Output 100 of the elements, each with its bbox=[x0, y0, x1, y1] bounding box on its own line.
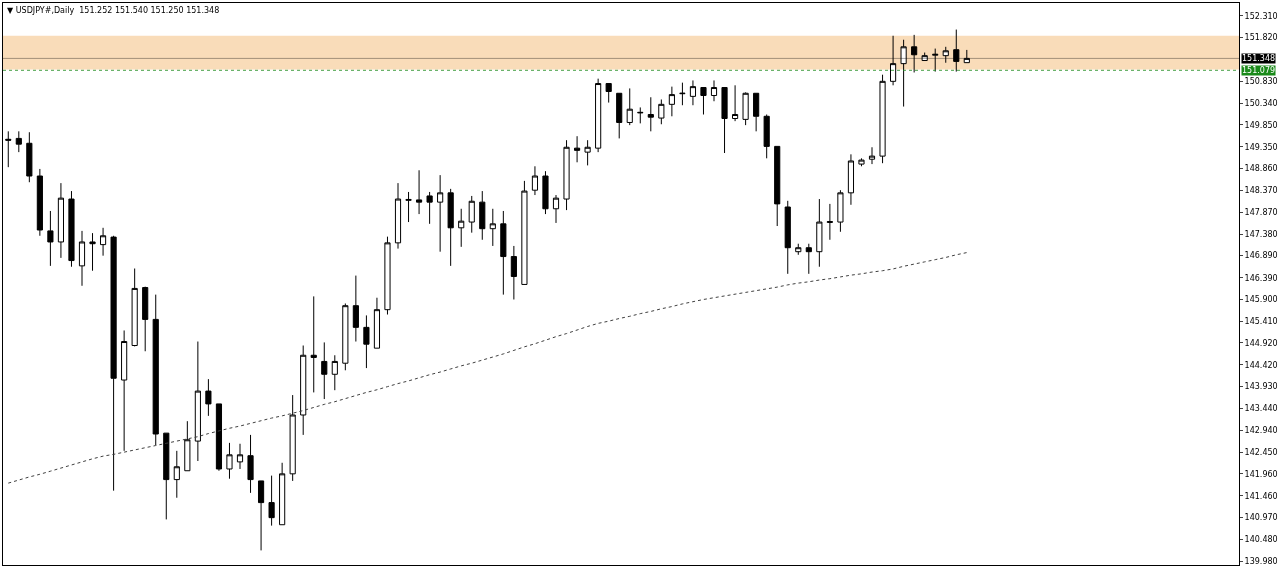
y-tick-label: 146.390 bbox=[1244, 273, 1278, 283]
candlestick bbox=[921, 52, 928, 62]
candlestick bbox=[131, 268, 138, 347]
chart-title: ▼ USDJPY#,Daily 151.252 151.540 151.250 151.348 bbox=[7, 6, 220, 15]
candlestick bbox=[890, 35, 897, 86]
candlestick bbox=[573, 135, 581, 163]
candlestick bbox=[152, 294, 159, 446]
candlestick bbox=[415, 169, 423, 215]
y-tick-label: 140.480 bbox=[1244, 535, 1278, 545]
candlestick bbox=[352, 275, 359, 343]
y-tick-label: 150.340 bbox=[1244, 98, 1278, 108]
candlestick bbox=[300, 345, 307, 436]
candlestick bbox=[468, 195, 475, 234]
y-tick-label: 149.350 bbox=[1244, 142, 1278, 152]
candlestick bbox=[394, 182, 402, 250]
candlestick bbox=[247, 434, 254, 494]
y-tick-label: 141.460 bbox=[1244, 491, 1278, 501]
candlestick bbox=[184, 420, 191, 472]
candlestick bbox=[489, 208, 496, 247]
candlestick bbox=[605, 83, 612, 104]
candlestick bbox=[331, 354, 338, 391]
candlestick bbox=[510, 245, 517, 300]
candlestick bbox=[89, 232, 96, 272]
candlestick bbox=[805, 243, 812, 275]
candlestick bbox=[595, 78, 602, 153]
ref-line-label: 151.079 bbox=[1242, 66, 1276, 75]
candlestick bbox=[584, 139, 591, 166]
candlestick bbox=[700, 87, 707, 116]
ref-line-label: 151.348 bbox=[1242, 54, 1276, 63]
candlestick bbox=[837, 189, 844, 233]
candlestick bbox=[373, 297, 381, 349]
candlestick bbox=[257, 480, 265, 551]
candlestick bbox=[47, 210, 54, 267]
candlestick bbox=[500, 210, 507, 296]
y-tick-label: 145.410 bbox=[1244, 316, 1278, 326]
candlestick bbox=[542, 170, 549, 215]
candlestick bbox=[953, 29, 960, 73]
candlestick bbox=[215, 403, 223, 472]
candlestick bbox=[458, 208, 465, 248]
candlestick bbox=[531, 165, 539, 196]
y-tick-label: 145.900 bbox=[1244, 295, 1278, 305]
y-tick-label: 149.850 bbox=[1244, 120, 1278, 130]
candlestick bbox=[689, 79, 697, 106]
candlestick bbox=[268, 475, 275, 527]
candlestick bbox=[784, 200, 791, 275]
candlestick bbox=[173, 450, 180, 499]
candlestick bbox=[363, 314, 370, 369]
y-tick-label: 144.420 bbox=[1244, 360, 1278, 370]
candlestick bbox=[774, 145, 781, 227]
candlestick bbox=[942, 46, 949, 64]
candlestick bbox=[742, 91, 749, 126]
candlestick bbox=[447, 188, 454, 267]
candlestick bbox=[405, 191, 412, 223]
candlestick bbox=[932, 48, 939, 73]
candlestick bbox=[658, 98, 665, 125]
candlestick bbox=[289, 394, 296, 482]
candlestick bbox=[521, 180, 528, 285]
candlestick bbox=[795, 243, 802, 256]
candlestick bbox=[110, 235, 117, 492]
candlestick bbox=[310, 295, 317, 393]
candlestick bbox=[479, 190, 486, 241]
candlestick bbox=[732, 84, 739, 122]
y-tick-label: 147.870 bbox=[1244, 208, 1278, 218]
y-tick-label: 148.370 bbox=[1244, 185, 1278, 195]
candlestick bbox=[679, 82, 686, 106]
candlestick bbox=[78, 230, 86, 287]
candlestick bbox=[205, 378, 212, 417]
candlestick bbox=[826, 203, 833, 241]
y-tick-label: 147.380 bbox=[1244, 229, 1278, 239]
candlestick bbox=[879, 74, 886, 164]
candlestick bbox=[26, 131, 33, 183]
y-tick-label: 139.980 bbox=[1244, 557, 1278, 567]
candlestick bbox=[911, 34, 918, 73]
candlestick bbox=[226, 442, 233, 480]
candlestick bbox=[279, 462, 286, 526]
candlestick bbox=[5, 130, 12, 168]
candlestick bbox=[36, 168, 43, 237]
candlestick bbox=[99, 227, 107, 257]
candlestick bbox=[763, 114, 770, 159]
candlestick bbox=[437, 174, 444, 253]
y-tick-label: 152.310 bbox=[1244, 11, 1278, 21]
candlestick bbox=[236, 443, 244, 470]
y-tick-label: 150.830 bbox=[1244, 77, 1278, 87]
y-tick-label: 148.860 bbox=[1244, 164, 1278, 174]
candlestick bbox=[868, 146, 876, 165]
y-tick-label: 143.930 bbox=[1244, 382, 1278, 392]
y-tick-label: 146.890 bbox=[1244, 251, 1278, 261]
candlestick bbox=[142, 286, 149, 352]
candlestick bbox=[900, 39, 907, 108]
candlestick bbox=[68, 190, 75, 268]
candlestick bbox=[637, 106, 644, 124]
y-tick-label: 140.970 bbox=[1244, 513, 1278, 523]
candlestick bbox=[847, 153, 855, 206]
candlestick bbox=[858, 157, 865, 167]
y-tick-label: 142.450 bbox=[1244, 447, 1278, 457]
candlestick bbox=[616, 92, 623, 139]
candlestick bbox=[342, 302, 349, 371]
candlestick bbox=[563, 139, 570, 211]
candlestick bbox=[384, 236, 391, 316]
candlestick bbox=[194, 341, 201, 462]
